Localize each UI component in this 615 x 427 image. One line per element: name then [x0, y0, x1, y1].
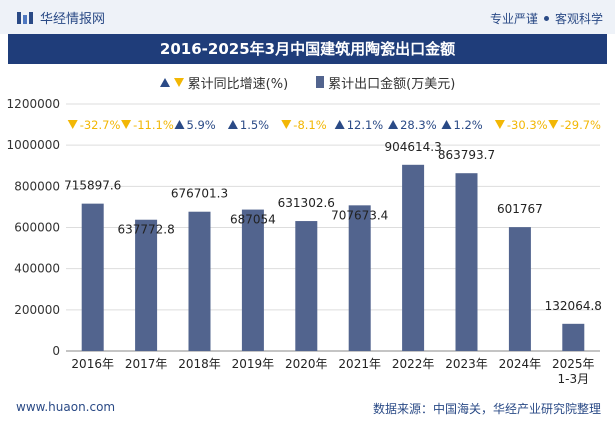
growth-label: 28.3% [400, 118, 437, 132]
x-tick-label: 2022年 [392, 357, 435, 371]
tagline: 专业严谨 客观科学 [490, 10, 603, 27]
x-tick-label: 2025年 [552, 357, 595, 371]
footer-website[interactable]: www.huaon.com [16, 400, 116, 414]
growth-label: -32.7% [80, 118, 121, 132]
y-tick-label: 800000 [14, 179, 60, 193]
bar-value-label: 637772.8 [117, 223, 174, 237]
bar-value-label: 715897.6 [64, 179, 121, 193]
x-tick-label: 2023年 [445, 357, 488, 371]
bar-value-label: 687054 [230, 213, 276, 227]
bar-value-label: 904614.3 [384, 140, 441, 154]
bar [348, 205, 371, 351]
brand-name: 华经情报网 [40, 12, 106, 27]
brand[interactable]: 华经情报网 [16, 8, 105, 27]
growth-label: -11.1% [133, 118, 174, 132]
x-tick-label: 2024年 [499, 357, 542, 371]
triangle-down-icon [548, 120, 559, 129]
bar-swatch-icon [316, 76, 325, 88]
growth-label: 12.1% [347, 118, 384, 132]
footer-source: 数据来源：中国海关，华经产业研究院整理 [372, 402, 601, 416]
bar [562, 323, 585, 351]
x-tick-label: 2017年 [125, 357, 168, 371]
bar-value-label: 601767 [497, 202, 543, 216]
brand-logo-icon [17, 11, 33, 24]
bar [135, 219, 158, 351]
bar-value-label: 631302.6 [278, 196, 335, 210]
triangle-down-icon [494, 120, 505, 129]
legend-item-value[interactable]: 累计出口金额(万美元) [316, 72, 455, 92]
y-tick-label: 1200000 [7, 97, 60, 111]
bar [455, 173, 478, 351]
triangle-up-icon [334, 120, 345, 129]
y-tick-label: 400000 [14, 262, 60, 276]
bar [295, 221, 318, 351]
bar-chart: 0 200000 400000 600000 800000 1000000 1200000 7… [7, 97, 602, 386]
bar-value-label: 863793.7 [438, 148, 495, 162]
separator-dot-icon [543, 16, 549, 21]
triangle-up-icon [388, 120, 399, 129]
triangle-down-icon [173, 77, 184, 87]
growth-label: -30.3% [507, 118, 548, 132]
legend-growth-label: 累计同比增速(%) [187, 76, 289, 92]
bar-value-label: 132064.8 [545, 299, 602, 313]
y-tick-label: 0 [52, 344, 60, 358]
top-bar: 华经情报网 专业严谨 客观科学 [0, 0, 615, 34]
growth-label: 5.9% [187, 118, 216, 132]
y-tick-label: 1000000 [7, 138, 60, 152]
x-tick-label: 1-3月 [557, 372, 589, 386]
tagline-item: 客观科学 [554, 12, 603, 26]
chart-legend: 累计同比增速(%) 累计出口金额(万美元) [0, 72, 615, 92]
bar [508, 227, 531, 351]
growth-label: 1.5% [240, 118, 269, 132]
legend-item-growth[interactable]: 累计同比增速(%) [159, 72, 289, 92]
bar-value-label: 707673.4 [331, 208, 388, 222]
growth-label: -29.7% [560, 118, 601, 132]
bar [402, 164, 425, 351]
chart-title: 2016-2025年3月中国建筑用陶瓷出口金额 [8, 34, 607, 64]
triangle-down-icon [67, 120, 78, 129]
bar [81, 203, 104, 351]
x-tick-label: 2019年 [232, 357, 275, 371]
x-tick-label: 2020年 [285, 357, 328, 371]
tagline-item: 专业严谨 [489, 12, 538, 26]
y-tick-label: 600000 [14, 221, 60, 235]
x-tick-label: 2018年 [178, 357, 221, 371]
bar [188, 211, 211, 351]
triangle-up-icon [174, 120, 185, 129]
bar [241, 209, 264, 351]
growth-label: -8.1% [293, 118, 326, 132]
triangle-up-icon [227, 120, 238, 129]
y-tick-label: 200000 [14, 303, 60, 317]
bar-value-label: 676701.3 [171, 187, 228, 201]
triangle-up-icon [441, 120, 452, 129]
x-tick-label: 2016年 [71, 357, 114, 371]
triangle-up-icon [159, 77, 170, 87]
growth-label: 1.2% [454, 118, 483, 132]
legend-value-label: 累计出口金额(万美元) [328, 76, 456, 92]
x-tick-label: 2021年 [338, 357, 381, 371]
triangle-down-icon [281, 120, 292, 129]
triangle-down-icon [121, 120, 132, 129]
